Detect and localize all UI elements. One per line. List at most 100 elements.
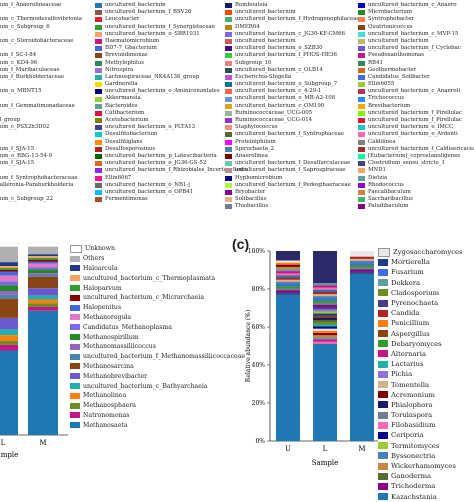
legend-swatch (95, 46, 102, 52)
legend-swatch (95, 31, 102, 37)
bar-segment (276, 292, 300, 295)
top-legend-item: Quatrionicoccus (358, 24, 474, 31)
legend-label: Desulfitiglans (105, 138, 143, 145)
legend-swatch (70, 422, 80, 429)
legend-label: ium_c_PSX2b3D02 (0, 124, 50, 131)
legend-label: uncultured_bacterium_c_OLB14 (235, 66, 323, 73)
legend-label: DMER64 (235, 23, 260, 30)
top-legend-item: Hyphomicrobium (225, 175, 360, 182)
legend-label: Alternaria (391, 349, 426, 358)
top-legend-item: Fermentimonas (95, 196, 248, 203)
top-legend-item: Staphylococcus (225, 124, 360, 131)
bar-segment (313, 320, 337, 323)
bar-segment (0, 285, 18, 291)
chart-b: L M Sample (0, 242, 68, 459)
top-legend-item: uncultured_bacterium_c_JG30-KF-CM66 (225, 31, 360, 38)
bar-segment (350, 256, 374, 260)
top-legend-item: uncultured_bacterium_f_BSV26 (95, 9, 248, 16)
legend-swatch (358, 17, 365, 23)
legend-label: Torulaspora (391, 411, 433, 420)
chart-c-legend-item: Fusarium (378, 267, 463, 277)
legend-swatch (70, 363, 80, 370)
top-legend-item: ium_f_Muribaculaceae (0, 67, 82, 74)
legend-swatch (95, 89, 102, 95)
legend-label: ium_o_MBNT15 (0, 88, 42, 95)
legend-swatch (358, 3, 365, 9)
bar-segment (313, 287, 337, 290)
legend-swatch (95, 24, 102, 30)
legend-swatch (225, 146, 232, 152)
legend-swatch (95, 168, 102, 174)
legend-swatch (95, 82, 102, 88)
legend-swatch (378, 381, 388, 389)
top-legend-item: Ruminococcaceae_UCG-014 (225, 117, 360, 124)
legend-swatch (378, 401, 388, 409)
bar-segment (313, 341, 337, 345)
top-legend-item: Syntrophobacter (358, 16, 474, 23)
top-legend-item: uncultured_bacterium (95, 2, 248, 9)
legend-swatch (358, 132, 365, 138)
legend-swatch (378, 289, 388, 297)
legend-label: uncultured_bacterium_f_Saprospiraceae (235, 167, 346, 174)
top-legend-item: uncultured_bacterium_f_Saprospiraceae (225, 167, 360, 174)
top-legend-item: Clostridium_sensu_stricto_1 (358, 160, 474, 167)
legend-label: Haloarcula (83, 264, 118, 272)
legend-swatch (378, 350, 388, 358)
legend-label: ium_f_SJA-15 (0, 145, 35, 152)
legend-label: Brevundimonas (105, 52, 148, 59)
legend-label: Paludibaculum (368, 203, 409, 210)
legend-swatch (70, 353, 80, 360)
top-legend-item: ium_c_Thermodesulfovibrionia (0, 16, 82, 23)
top-legend-item: RB41 (358, 60, 474, 67)
bar-segment (28, 310, 58, 435)
legend-label: [Eubacterium]_coprostanoligenes (368, 152, 461, 159)
legend-label: Trichococcus (368, 95, 405, 102)
bar-segment (0, 246, 18, 263)
legend-label: Methanospirillum (83, 333, 139, 341)
legend-swatch (225, 168, 232, 174)
legend-label: uncultured_bacterium_f_Cyclobac (368, 45, 461, 52)
bar-segment (313, 324, 337, 327)
legend-label: uncultured_bacterium_c_Bathyarchaeia (83, 382, 208, 390)
bar-segment (276, 269, 300, 272)
legend-swatch (358, 46, 365, 52)
bar-segment (350, 273, 374, 441)
chart-c-legend-item: Trichoderma (378, 481, 463, 491)
bar-segment (28, 261, 58, 264)
chart-b-legend-item: uncultured_bacterium_c_Thermoplasmata (70, 273, 245, 283)
top-legend-item: uncultured_bacterium_f_Synergistaceae (95, 24, 248, 31)
legend-swatch (358, 39, 365, 45)
legend-swatch (95, 67, 102, 73)
bar-segment (28, 246, 58, 255)
bar-segment (28, 307, 58, 311)
legend-label: Phialophora (391, 400, 433, 409)
top-legend-item: ium_f_SC-I-84 (0, 52, 82, 59)
legend-label: Desulfosporosinus (105, 145, 156, 152)
chart-c: 0% 20% 40% 60% 80% 100% Relative abundance (%)… (245, 248, 378, 467)
legend-swatch (358, 161, 365, 167)
top-legend-item: uncultured_bacterium_o_SZB30 (225, 45, 360, 52)
bar-segment (313, 337, 337, 340)
legend-label: uncultured_bacterium_f_Caldisericaceae (368, 145, 474, 152)
bar-segment (28, 267, 58, 270)
legend-label: Acetobacterium (105, 117, 149, 123)
bar-segment (28, 295, 58, 300)
bar-segment (28, 276, 58, 289)
legend-label: Caldilinea (368, 138, 396, 145)
legend-swatch (95, 175, 102, 181)
x-axis-label: Sample (312, 459, 338, 467)
legend-swatch (358, 89, 365, 95)
top-legend-item: ium_c_PSX2b3D02 (0, 124, 82, 131)
bar-segment (350, 263, 374, 266)
x-tick-label: L (1, 439, 6, 447)
legend-label: uncultured_bacterium (235, 37, 296, 44)
legend-label: Pseudoxanthomonas (368, 52, 425, 59)
chart-b-legend-item: Halopenitus (70, 303, 245, 313)
legend-label: Candidatus_Solibacter (368, 73, 430, 80)
bar-segment (0, 350, 18, 435)
bar-segment (313, 302, 337, 306)
bar-segment (276, 260, 300, 263)
bar-segment (28, 299, 58, 304)
legend-swatch (225, 139, 232, 145)
bar-segment (313, 328, 337, 332)
